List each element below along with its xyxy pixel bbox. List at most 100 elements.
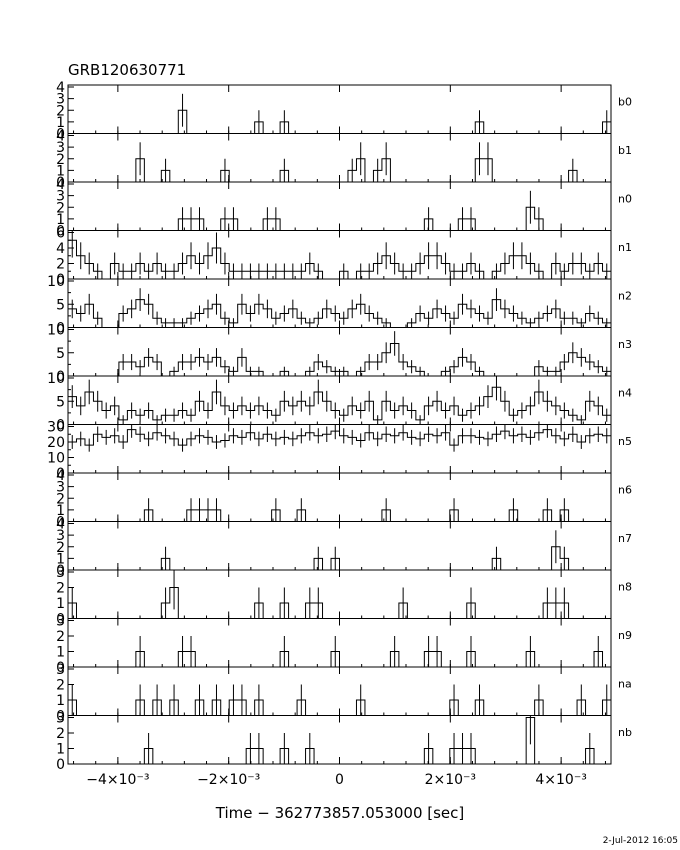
detector-label-na: na bbox=[618, 677, 632, 690]
ytick-label: 1 bbox=[56, 163, 65, 179]
detector-label-n0: n0 bbox=[618, 192, 632, 205]
timestamp-label: 2-Jul-2012 16:05 bbox=[603, 836, 678, 846]
ytick-label: 0 bbox=[56, 709, 65, 725]
xtick-label: 0 bbox=[335, 772, 344, 788]
ytick-label: 0 bbox=[56, 515, 65, 531]
ytick-label: 5 bbox=[56, 394, 65, 410]
panel-frame-b1 bbox=[67, 133, 612, 183]
ytick-label: 3 bbox=[56, 189, 65, 205]
detector-label-b1: b1 bbox=[618, 144, 632, 157]
ytick-label: 1 bbox=[56, 645, 65, 661]
xtick-label: −2×10⁻³ bbox=[197, 772, 260, 788]
ytick-label: 4 bbox=[56, 468, 65, 484]
ytick-label: 5 bbox=[56, 346, 65, 362]
ytick-label: 10 bbox=[47, 371, 65, 387]
ytick-label: 2 bbox=[56, 540, 65, 556]
ytick-label: 0 bbox=[56, 418, 65, 434]
detector-label-n9: n9 bbox=[618, 629, 632, 642]
ytick-label: 1 bbox=[56, 742, 65, 758]
ytick-label: 0 bbox=[56, 660, 65, 676]
panel-n2: 0 5 10 n2 bbox=[47, 274, 632, 337]
histogram-line-n5 bbox=[68, 429, 611, 446]
detector-label-n3: n3 bbox=[618, 338, 632, 351]
ytick-label: 3 bbox=[56, 92, 65, 108]
ytick-label: 0 bbox=[56, 369, 65, 385]
ytick-label: 4 bbox=[56, 129, 65, 145]
ytick-label: 4 bbox=[56, 517, 65, 533]
ytick-label: 0 bbox=[56, 466, 65, 482]
ytick-label: 1 bbox=[56, 693, 65, 709]
histogram-line-n2 bbox=[68, 299, 611, 328]
histogram-line-n4 bbox=[68, 386, 611, 421]
ytick-label: 2 bbox=[56, 491, 65, 507]
panel-frame-n6 bbox=[67, 472, 612, 522]
ytick-label: 2 bbox=[56, 581, 65, 597]
ytick-label: 1 bbox=[56, 596, 65, 612]
xtick-label: 2×10⁻³ bbox=[425, 772, 476, 788]
panel-frame-n4 bbox=[67, 375, 612, 425]
panel-frame-n3 bbox=[67, 327, 612, 377]
detector-label-nb: nb bbox=[618, 726, 632, 739]
xtick-label: 4×10⁻³ bbox=[535, 772, 586, 788]
ytick-label: 10 bbox=[47, 274, 65, 290]
ytick-label: 0 bbox=[56, 563, 65, 579]
ytick-label: 1 bbox=[56, 115, 65, 131]
ytick-label: 0 bbox=[56, 224, 65, 240]
xtick-label: −4×10⁻³ bbox=[86, 772, 149, 788]
detector-label-n6: n6 bbox=[618, 483, 632, 496]
ytick-label: 2 bbox=[56, 152, 65, 168]
x-axis: −4×10⁻³ −2×10⁻³ 0 2×10⁻³ 4×10⁻³ bbox=[86, 772, 587, 788]
ytick-label: 4 bbox=[56, 177, 65, 193]
ytick-label: 30 bbox=[47, 420, 65, 436]
detector-label-n8: n8 bbox=[618, 580, 632, 593]
ytick-label: 2 bbox=[56, 103, 65, 119]
panel-frame-b0 bbox=[67, 84, 612, 134]
panel-frame-n0 bbox=[67, 181, 612, 231]
ytick-label: 2 bbox=[56, 678, 65, 694]
ytick-label: 4 bbox=[56, 80, 65, 96]
ytick-label: 10 bbox=[47, 323, 65, 339]
ytick-label: 6 bbox=[56, 226, 65, 242]
panels: 01234b001234b101234n00246n10510n20510n30… bbox=[47, 80, 632, 773]
ytick-label: 0 bbox=[56, 757, 65, 773]
ytick-label: 3 bbox=[56, 480, 65, 496]
ytick-label: 3 bbox=[56, 140, 65, 156]
ytick-label: 2 bbox=[56, 200, 65, 216]
ytick-label: 2 bbox=[56, 257, 65, 273]
ytick-label: 3 bbox=[56, 614, 65, 630]
ytick-label: 4 bbox=[56, 241, 65, 257]
panel-frame-nb bbox=[67, 715, 612, 765]
ytick-label: 3 bbox=[56, 662, 65, 678]
detector-label-n2: n2 bbox=[618, 289, 632, 302]
detector-label-b0: b0 bbox=[618, 95, 632, 108]
ytick-label: 0 bbox=[56, 272, 65, 288]
ytick-label: 0 bbox=[56, 127, 65, 143]
ytick-label: 0 bbox=[56, 175, 65, 191]
detector-label-n1: n1 bbox=[618, 241, 632, 254]
x-axis-title: Time − 362773857.053000 [sec] bbox=[215, 804, 465, 822]
ytick-label: 1 bbox=[56, 503, 65, 519]
ytick-label: 20 bbox=[47, 435, 65, 451]
panel-frame-n2 bbox=[67, 278, 612, 328]
ytick-label: 2 bbox=[56, 726, 65, 742]
ytick-label: 10 bbox=[47, 451, 65, 467]
detector-label-n4: n4 bbox=[618, 386, 632, 399]
ytick-label: 1 bbox=[56, 551, 65, 567]
ytick-label: 3 bbox=[56, 711, 65, 727]
chart-title: GRB120630771 bbox=[68, 61, 186, 79]
ytick-label: 3 bbox=[56, 565, 65, 581]
ytick-label: 1 bbox=[56, 212, 65, 228]
ytick-label: 5 bbox=[56, 297, 65, 313]
panel-frame-na bbox=[67, 666, 612, 716]
ytick-label: 0 bbox=[56, 612, 65, 628]
detector-label-n5: n5 bbox=[618, 435, 632, 448]
ytick-label: 3 bbox=[56, 528, 65, 544]
panel-n4: 0 5 10 n4 bbox=[47, 371, 632, 434]
detector-label-n7: n7 bbox=[618, 532, 632, 545]
ytick-label: 0 bbox=[56, 321, 65, 337]
ytick-label: 2 bbox=[56, 629, 65, 645]
panel-frame-n8 bbox=[67, 569, 612, 619]
